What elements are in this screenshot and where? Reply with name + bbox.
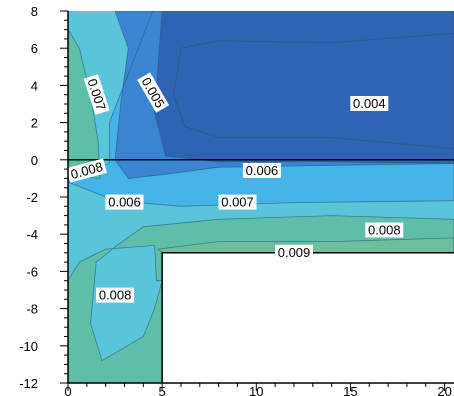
obstacle-region <box>161 252 454 383</box>
x-tick-label: 0 <box>64 384 71 396</box>
x-tick-label: 5 <box>159 384 166 396</box>
obstacle-rect <box>162 252 454 383</box>
y-tick-label: -10 <box>19 339 38 354</box>
contour-band-0_004-4 <box>173 33 454 149</box>
x-tick-label: 20 <box>437 384 451 396</box>
y-tick-label: -12 <box>19 376 38 391</box>
contour-label-bg <box>242 163 281 178</box>
y-tick-label: 0 <box>31 153 38 168</box>
obstacle-edge <box>161 252 454 383</box>
contour-label-bg <box>105 194 144 210</box>
contour-label-6: 0.007 <box>218 194 257 210</box>
contour-label-text: 0.006 <box>108 195 141 210</box>
y-tick-label: 6 <box>31 41 38 56</box>
y-tick-label: -6 <box>26 264 38 279</box>
contour-label-bg <box>96 287 135 303</box>
contour-label-text: 0.008 <box>99 288 132 303</box>
contour-line-6 <box>68 215 454 383</box>
contour-label-bg <box>350 96 389 111</box>
contour-label-4: 0.006 <box>242 163 281 178</box>
y-tick-label: 2 <box>31 116 38 131</box>
y-tick-label: -8 <box>26 302 38 317</box>
contour-label-text: 0.009 <box>278 245 311 260</box>
y-tick-label: -4 <box>26 227 38 242</box>
contour-band-0_004-3 <box>154 11 454 164</box>
contour-label-2: 0.004 <box>350 96 389 111</box>
contour-label-7: 0.008 <box>365 222 404 238</box>
x-tick-label: 10 <box>249 384 263 396</box>
contour-line-4 <box>172 32 454 150</box>
contour-label-text: 0.006 <box>246 163 279 178</box>
contour-label-bg <box>66 158 107 183</box>
y-tick-label: -2 <box>26 190 38 205</box>
x-tick-label: 15 <box>343 384 357 396</box>
y-tick-label: 8 <box>31 4 38 19</box>
contour-line-2 <box>114 11 454 179</box>
contour-band-0_008-5 <box>68 29 100 179</box>
contour-label-9: 0.008 <box>96 287 135 303</box>
contour-label-8: 0.009 <box>275 244 313 260</box>
contour-label-bg <box>218 194 257 210</box>
contour-label-bg <box>137 72 170 113</box>
contour-label-bg <box>275 244 313 260</box>
contour-label-bg <box>83 74 110 115</box>
contour-label-text: 0.008 <box>368 223 401 238</box>
contour-label-text: 0.004 <box>353 96 386 111</box>
contour-label-bg <box>365 222 404 238</box>
y-tick-label: 4 <box>31 78 38 93</box>
contour-label-5: 0.006 <box>105 194 144 210</box>
contour-label-text: 0.007 <box>221 195 254 210</box>
